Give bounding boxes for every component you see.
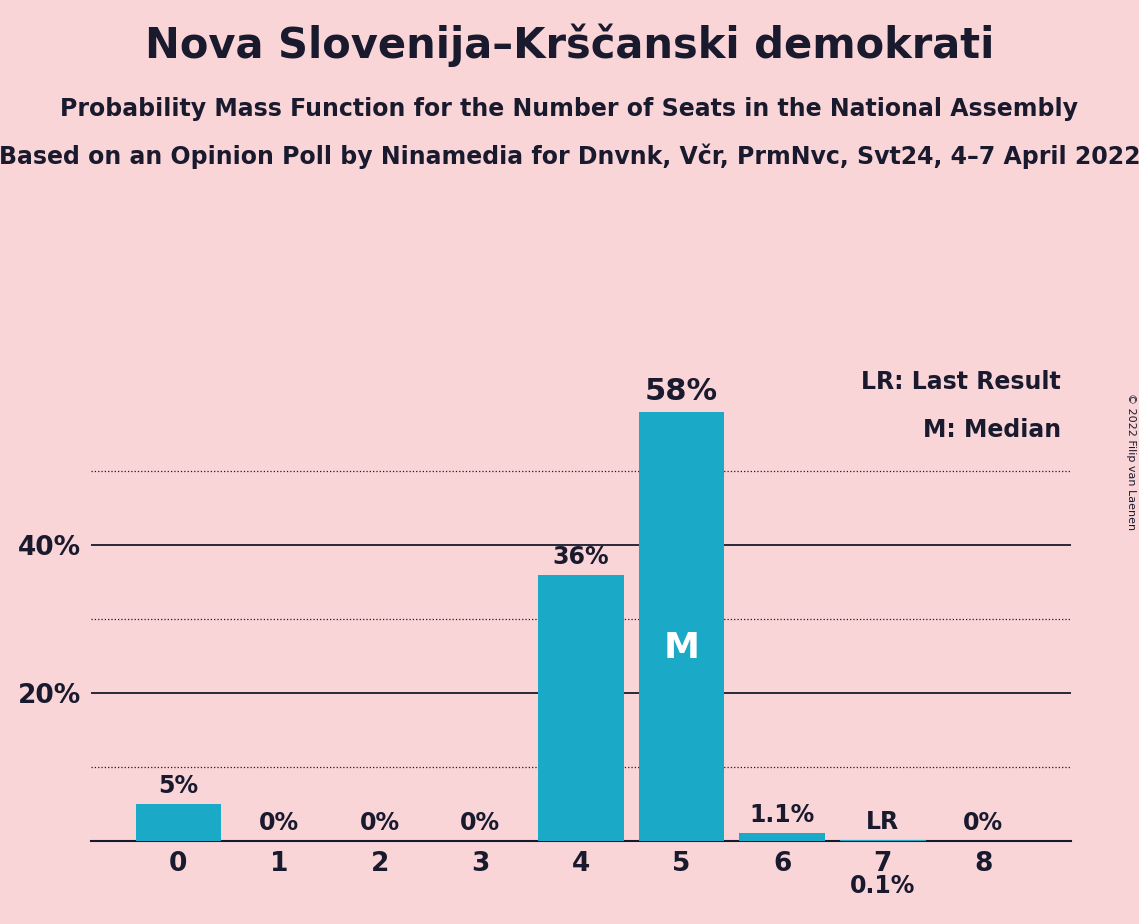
Text: © 2022 Filip van Laenen: © 2022 Filip van Laenen (1126, 394, 1136, 530)
Text: 5%: 5% (158, 774, 198, 798)
Text: M: Median: M: Median (923, 418, 1060, 442)
Text: 0.1%: 0.1% (850, 874, 916, 898)
Text: 36%: 36% (552, 545, 609, 569)
Text: 58%: 58% (645, 377, 718, 407)
Text: 0%: 0% (964, 811, 1003, 835)
Text: Based on an Opinion Poll by Ninamedia for Dnvnk, Včr, PrmNvc, Svt24, 4–7 April 2: Based on an Opinion Poll by Ninamedia fo… (0, 143, 1139, 169)
Text: 1.1%: 1.1% (749, 803, 814, 827)
Text: 0%: 0% (360, 811, 400, 835)
Text: LR: Last Result: LR: Last Result (861, 370, 1060, 394)
Bar (739, 833, 825, 841)
Bar (136, 804, 221, 841)
Text: 0%: 0% (259, 811, 300, 835)
Bar (538, 575, 624, 841)
Text: Nova Slovenija–Krščanski demokrati: Nova Slovenija–Krščanski demokrati (145, 23, 994, 67)
Text: LR: LR (866, 810, 900, 834)
Text: Probability Mass Function for the Number of Seats in the National Assembly: Probability Mass Function for the Number… (60, 97, 1079, 121)
Bar (639, 412, 724, 841)
Text: M: M (664, 631, 699, 665)
Text: 0%: 0% (460, 811, 500, 835)
